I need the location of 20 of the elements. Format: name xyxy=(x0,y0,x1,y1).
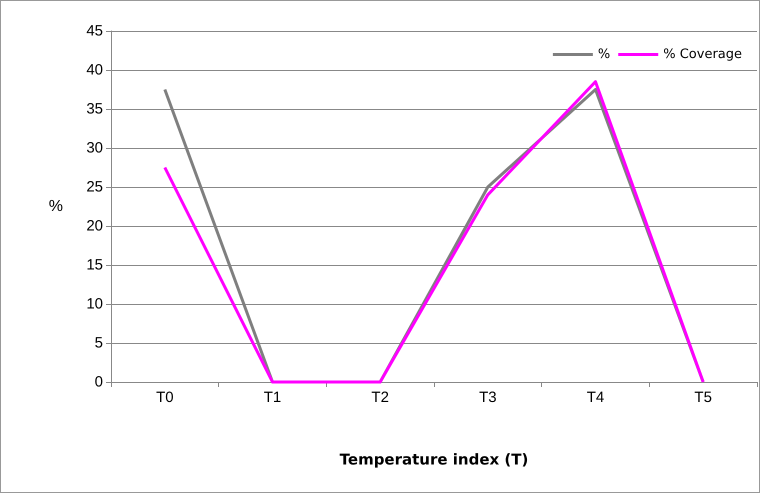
x-tick-label: T4 xyxy=(586,389,604,406)
x-tick-label: T0 xyxy=(156,389,174,406)
y-tick-label: 10 xyxy=(86,296,103,312)
y-tick-label: 30 xyxy=(86,140,103,156)
y-tick-label: 40 xyxy=(86,62,103,78)
y-tick-label: 20 xyxy=(86,218,103,234)
x-tick-label: T5 xyxy=(694,389,712,406)
y-tick-label: 0 xyxy=(94,374,103,390)
legend-label: % Coverage xyxy=(663,47,742,62)
x-tick-label: T1 xyxy=(264,389,282,406)
y-tick-label: 35 xyxy=(86,100,103,118)
x-axis-title: Temperature index (T) xyxy=(340,450,528,468)
x-tick-label: T2 xyxy=(371,389,389,406)
y-tick-label: 25 xyxy=(86,178,103,196)
y-tick-label: 5 xyxy=(94,334,103,352)
x-tick-label: T3 xyxy=(479,389,497,406)
y-tick-label: 15 xyxy=(86,256,103,274)
y-tick-label: 45 xyxy=(86,22,103,40)
legend-label: % xyxy=(598,47,610,62)
y-axis-title: % xyxy=(48,198,63,215)
